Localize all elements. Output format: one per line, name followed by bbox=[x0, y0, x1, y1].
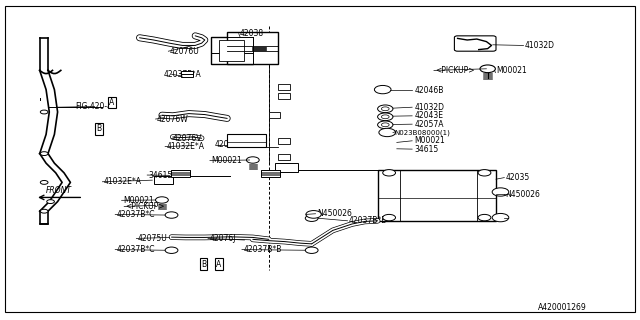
Circle shape bbox=[165, 247, 178, 253]
Circle shape bbox=[40, 209, 48, 213]
Circle shape bbox=[378, 113, 393, 121]
Text: M00021: M00021 bbox=[123, 196, 154, 205]
Text: N450026: N450026 bbox=[506, 190, 540, 199]
Text: 42075U: 42075U bbox=[138, 234, 167, 243]
Text: 42037B*C: 42037B*C bbox=[116, 210, 155, 219]
Bar bbox=[278, 93, 290, 99]
Bar bbox=[219, 40, 244, 61]
Text: <PICKUP>: <PICKUP> bbox=[125, 202, 165, 211]
Text: M00021: M00021 bbox=[415, 136, 445, 145]
Text: FIG.420-4: FIG.420-4 bbox=[76, 102, 113, 111]
Text: 42043E: 42043E bbox=[415, 111, 444, 120]
Bar bbox=[269, 112, 280, 118]
FancyBboxPatch shape bbox=[454, 36, 496, 51]
Bar bbox=[275, 163, 298, 172]
Text: 42037B*B: 42037B*B bbox=[349, 216, 387, 225]
Text: B: B bbox=[97, 124, 102, 133]
Text: 34615: 34615 bbox=[148, 171, 173, 180]
Text: A: A bbox=[216, 260, 221, 269]
Text: FRONT: FRONT bbox=[46, 186, 72, 195]
Bar bbox=[211, 37, 253, 64]
Text: 42076V: 42076V bbox=[173, 134, 202, 143]
Bar bbox=[378, 170, 496, 221]
Circle shape bbox=[378, 121, 393, 129]
Text: B: B bbox=[201, 260, 206, 269]
Bar bbox=[227, 134, 266, 147]
Text: M00021: M00021 bbox=[211, 156, 242, 165]
Text: 42076W: 42076W bbox=[157, 115, 189, 124]
Circle shape bbox=[306, 211, 321, 218]
Circle shape bbox=[381, 107, 389, 111]
Text: 41032D: 41032D bbox=[415, 103, 445, 112]
Circle shape bbox=[47, 200, 54, 204]
Text: 42038: 42038 bbox=[240, 29, 264, 38]
Circle shape bbox=[478, 214, 491, 221]
Text: 41032D: 41032D bbox=[525, 41, 555, 50]
Circle shape bbox=[40, 180, 48, 184]
Circle shape bbox=[480, 65, 495, 73]
Bar bbox=[181, 71, 193, 77]
Text: N450026: N450026 bbox=[317, 209, 351, 218]
Circle shape bbox=[156, 197, 168, 203]
Text: 42046B: 42046B bbox=[415, 86, 444, 95]
Bar bbox=[261, 170, 280, 177]
Circle shape bbox=[492, 213, 509, 222]
Text: 42084H: 42084H bbox=[214, 140, 244, 149]
Text: 42037F*A: 42037F*A bbox=[163, 70, 201, 79]
Circle shape bbox=[374, 85, 391, 94]
Circle shape bbox=[305, 247, 318, 253]
Circle shape bbox=[379, 128, 396, 137]
Circle shape bbox=[492, 188, 509, 196]
Text: A: A bbox=[109, 98, 115, 107]
Circle shape bbox=[246, 157, 259, 163]
Text: <PICKUP>: <PICKUP> bbox=[435, 66, 475, 75]
Text: 34615: 34615 bbox=[415, 145, 439, 154]
Text: M00021: M00021 bbox=[496, 66, 527, 75]
Circle shape bbox=[40, 152, 48, 156]
Circle shape bbox=[40, 110, 48, 114]
Text: 41032E*A: 41032E*A bbox=[166, 142, 204, 151]
Bar bbox=[171, 170, 190, 177]
Text: 42057A: 42057A bbox=[415, 120, 444, 129]
Text: 42037B*C: 42037B*C bbox=[116, 245, 155, 254]
Text: 42037B*B: 42037B*B bbox=[243, 245, 282, 254]
Bar bbox=[278, 84, 290, 90]
Text: 41032E*A: 41032E*A bbox=[104, 177, 141, 186]
Circle shape bbox=[478, 170, 491, 176]
Text: 42076J: 42076J bbox=[209, 234, 236, 243]
Bar bbox=[154, 176, 173, 184]
Circle shape bbox=[381, 115, 389, 119]
Circle shape bbox=[305, 215, 318, 221]
Text: N023B08000(1): N023B08000(1) bbox=[394, 129, 450, 136]
Text: 42035: 42035 bbox=[506, 173, 530, 182]
Bar bbox=[278, 154, 290, 160]
Bar bbox=[278, 138, 290, 144]
Circle shape bbox=[383, 214, 396, 221]
Circle shape bbox=[381, 123, 389, 127]
Text: 42076U: 42076U bbox=[170, 47, 199, 56]
Text: A420001269: A420001269 bbox=[538, 303, 586, 312]
Circle shape bbox=[165, 212, 178, 218]
Circle shape bbox=[378, 105, 393, 113]
Bar bbox=[227, 32, 278, 64]
Circle shape bbox=[383, 170, 396, 176]
